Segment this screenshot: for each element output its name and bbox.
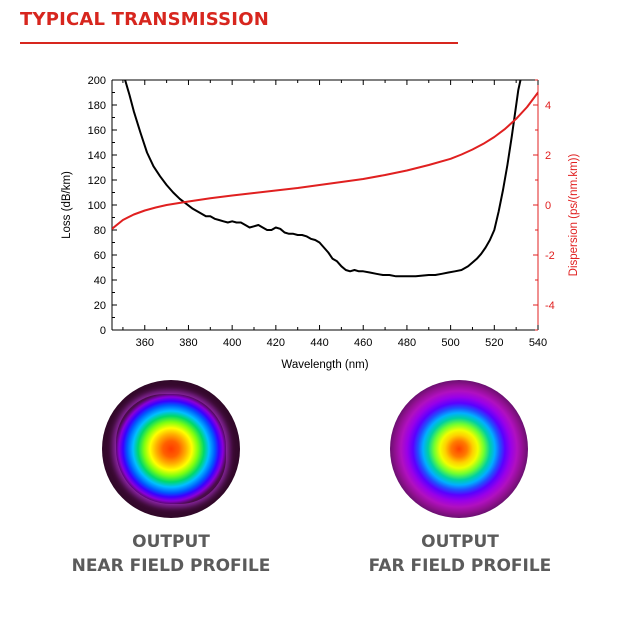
y-tick-label: 200 <box>88 75 106 87</box>
y-tick-label: 120 <box>88 175 106 187</box>
y2-tick-label: 0 <box>545 200 551 212</box>
y2-tick-label: -2 <box>545 250 555 262</box>
near-field-caption-line1: OUTPUT <box>132 532 210 552</box>
x-tick-label: 480 <box>398 337 416 349</box>
x-axis-title: Wavelength (nm) <box>281 359 368 371</box>
series-lines <box>112 80 538 278</box>
x-tick-label: 400 <box>223 337 241 349</box>
section-title: TYPICAL TRANSMISSION <box>20 9 269 30</box>
axis-ticks: 360 380 400 420 440 460 480 500 520 5400204060801… <box>88 75 555 349</box>
y-tick-label: 100 <box>88 200 106 212</box>
y-tick-label: 140 <box>88 150 106 162</box>
near-field-caption-line2: NEAR FIELD PROFILE <box>71 556 271 576</box>
far-field-caption: OUTPUT FAR FIELD PROFILE <box>330 530 590 578</box>
x-tick-label: 440 <box>310 337 328 349</box>
x-tick-label: 500 <box>441 337 459 349</box>
y-tick-label: 60 <box>94 250 106 262</box>
x-tick-label: 520 <box>485 337 503 349</box>
y2-tick-label: -4 <box>545 300 555 312</box>
y-tick-label: 160 <box>88 125 106 137</box>
far-field-caption-line2: FAR FIELD PROFILE <box>368 556 552 576</box>
near-field-profile-image <box>102 380 240 518</box>
plot-frame <box>111 79 539 331</box>
x-tick-label: 420 <box>267 337 285 349</box>
x-tick-label: 540 <box>529 337 547 349</box>
y-tick-label: 0 <box>100 325 106 337</box>
y-tick-label: 40 <box>94 275 106 287</box>
y-tick-label: 80 <box>94 225 106 237</box>
y2-axis-title: Dispersion (ps/(nm.km)) <box>568 153 580 276</box>
transmission-chart: 360 380 400 420 440 460 480 500 520 5400204060801… <box>61 75 580 371</box>
y-tick-label: 20 <box>94 300 106 312</box>
x-tick-label: 380 <box>179 337 197 349</box>
loss-series-line <box>124 80 522 278</box>
near-field-caption: OUTPUT NEAR FIELD PROFILE <box>41 530 301 578</box>
far-field-caption-line1: OUTPUT <box>421 532 499 552</box>
axis-labels: Wavelength (nm) Loss (dB/km) Dispersion (p… <box>61 153 580 371</box>
y2-tick-label: 4 <box>545 100 551 112</box>
y-tick-label: 180 <box>88 100 106 112</box>
y2-tick-label: 2 <box>545 150 551 162</box>
dispersion-series-line <box>112 91 538 230</box>
x-tick-label: 460 <box>354 337 372 349</box>
y-axis-title: Loss (dB/km) <box>61 171 73 239</box>
x-tick-label: 360 <box>136 337 154 349</box>
far-field-profile-image <box>390 380 528 518</box>
title-underline <box>20 42 458 44</box>
